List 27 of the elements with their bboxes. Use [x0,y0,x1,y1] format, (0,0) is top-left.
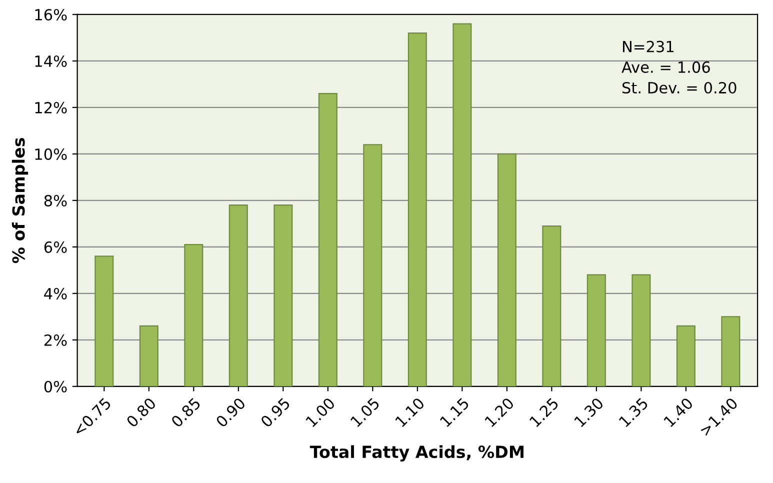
bar [318,92,338,386]
annotation: N=231 Ave. = 1.06 St. Dev. = 0.20 [622,40,736,94]
bar [139,325,158,386]
bar [497,153,516,386]
y-tick-label: 2% [44,334,67,346]
bar [721,316,740,386]
y-tick-label: 0% [44,380,67,392]
y-tick-label: 14% [35,55,67,67]
y-tick-label: 6% [44,241,67,253]
y-tick-label: 12% [35,102,67,114]
bar [542,225,562,386]
bar [632,274,651,386]
bar [408,32,427,386]
bar [184,244,204,386]
y-tick-label: 8% [44,194,67,206]
bar [586,274,606,386]
bar [676,325,696,386]
bar [452,23,472,386]
x-axis-title: Total Fatty Acids, %DM [310,445,524,462]
bar [274,204,293,386]
y-tick-label: 10% [35,148,67,160]
y-tick-label: 4% [44,288,67,300]
y-axis-title: % of Samples [12,138,28,264]
y-tick-label: 16% [35,8,67,21]
bar [228,204,248,386]
bar [94,256,114,386]
bar [363,144,382,386]
